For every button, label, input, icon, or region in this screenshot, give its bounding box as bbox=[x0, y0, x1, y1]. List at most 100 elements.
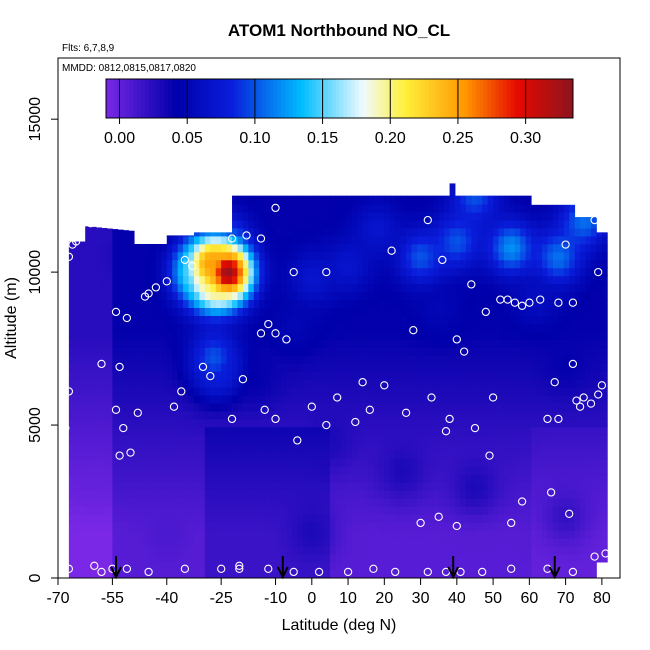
heat-cell bbox=[302, 323, 309, 332]
heat-cell bbox=[329, 291, 336, 301]
heat-cell bbox=[319, 522, 325, 531]
heat-cell bbox=[482, 554, 489, 563]
heat-cell bbox=[449, 434, 456, 444]
heat-cell bbox=[85, 395, 92, 404]
heat-cell bbox=[183, 267, 189, 277]
heat-cell bbox=[188, 267, 195, 277]
heat-cell bbox=[155, 410, 162, 420]
heat-cell bbox=[123, 490, 130, 499]
heat-cell bbox=[96, 259, 102, 269]
heat-cell bbox=[471, 371, 478, 380]
heat-cell bbox=[242, 458, 249, 468]
heat-cell bbox=[280, 410, 287, 420]
heat-cell bbox=[476, 506, 483, 515]
heat-cell bbox=[503, 204, 510, 213]
heat-cell bbox=[444, 299, 450, 308]
heat-cell bbox=[193, 498, 200, 507]
heat-cell bbox=[79, 347, 86, 356]
heat-cell bbox=[259, 395, 266, 404]
heat-cell bbox=[291, 291, 298, 301]
heat-cell bbox=[351, 220, 358, 229]
heat-cell bbox=[542, 259, 548, 269]
heat-cell bbox=[509, 275, 516, 285]
heat-cell bbox=[422, 530, 429, 539]
heat-cell bbox=[411, 410, 418, 420]
heat-cell bbox=[270, 450, 276, 460]
heat-cell bbox=[188, 236, 195, 245]
heat-cell bbox=[96, 228, 102, 237]
heat-cell bbox=[601, 355, 608, 364]
heat-cell bbox=[259, 347, 266, 356]
heat-cell bbox=[590, 403, 597, 412]
heat-cell bbox=[563, 363, 570, 372]
heat-cell bbox=[455, 251, 461, 261]
heat-cell bbox=[319, 212, 325, 221]
heat-cell bbox=[389, 196, 396, 205]
heat-cell bbox=[465, 347, 472, 356]
heat-cell bbox=[569, 426, 576, 436]
heat-cell bbox=[324, 482, 331, 491]
heat-cell bbox=[264, 466, 271, 476]
heat-cell bbox=[74, 570, 81, 578]
heat-cell bbox=[324, 403, 331, 412]
heat-cell bbox=[177, 243, 184, 253]
heat-cell bbox=[590, 418, 597, 428]
heat-cell bbox=[590, 498, 597, 507]
colorbar-segment bbox=[502, 79, 508, 118]
heat-cell bbox=[411, 220, 418, 229]
heat-cell bbox=[373, 387, 380, 396]
heat-cell bbox=[438, 355, 445, 364]
heat-cell bbox=[242, 442, 249, 452]
heat-cell bbox=[536, 331, 543, 340]
heat-cell bbox=[172, 442, 179, 452]
heat-cell bbox=[416, 403, 423, 412]
heat-cell bbox=[444, 236, 450, 245]
heat-cell bbox=[275, 204, 282, 213]
heat-cell bbox=[68, 522, 75, 531]
heat-cell bbox=[101, 546, 108, 555]
heat-cell bbox=[96, 458, 102, 468]
heat-cell bbox=[302, 243, 309, 253]
heat-cell bbox=[302, 339, 309, 348]
heat-cell bbox=[389, 243, 396, 253]
colorbar-segment bbox=[397, 79, 403, 118]
heat-cell bbox=[444, 562, 450, 571]
heat-cell bbox=[340, 323, 347, 332]
heat-cell bbox=[291, 228, 298, 237]
heat-cell bbox=[74, 251, 81, 261]
heat-cell bbox=[215, 339, 222, 348]
heat-cell bbox=[90, 514, 97, 523]
heat-cell bbox=[193, 259, 200, 269]
heat-cell bbox=[357, 490, 363, 499]
heat-cell bbox=[280, 426, 287, 436]
heat-cell bbox=[193, 395, 200, 404]
heat-cell bbox=[264, 498, 271, 507]
colorbar-segment bbox=[343, 79, 348, 118]
heat-cell bbox=[465, 236, 472, 245]
heat-cell bbox=[193, 546, 200, 555]
heat-cell bbox=[351, 410, 358, 420]
heat-cell bbox=[433, 195, 440, 197]
heat-cell bbox=[150, 307, 157, 316]
heat-cell bbox=[166, 450, 173, 460]
heat-cell bbox=[85, 243, 92, 253]
heat-cell bbox=[590, 331, 597, 340]
heat-cell bbox=[242, 259, 249, 269]
heat-cell bbox=[357, 403, 363, 412]
heat-cell bbox=[139, 410, 146, 420]
heat-cell bbox=[580, 323, 586, 332]
heat-cell bbox=[585, 530, 592, 539]
colorbar-segment bbox=[471, 79, 477, 118]
heat-cell bbox=[542, 355, 548, 364]
heat-cell bbox=[335, 323, 342, 332]
heat-cell bbox=[259, 220, 266, 229]
heat-cell bbox=[406, 363, 412, 372]
heat-cell bbox=[476, 395, 483, 404]
heat-cell bbox=[547, 355, 554, 364]
heat-cell bbox=[493, 522, 499, 531]
heat-cell bbox=[357, 426, 363, 436]
colorbar-segment bbox=[265, 79, 270, 118]
heat-cell bbox=[259, 315, 266, 324]
heat-cell bbox=[471, 395, 478, 404]
heat-cell bbox=[291, 562, 298, 571]
